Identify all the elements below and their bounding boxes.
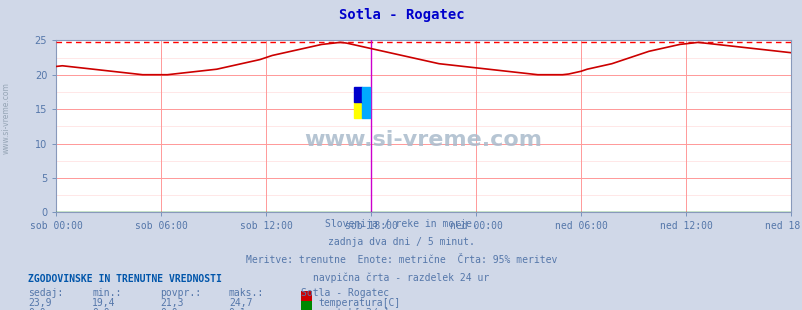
Text: www.si-vreme.com: www.si-vreme.com [304,130,542,150]
Text: 0,0: 0,0 [160,308,178,310]
Text: sedaj:: sedaj: [28,288,63,298]
Bar [362,87,370,102]
Text: 24,7: 24,7 [229,298,252,308]
Text: zadnja dva dni / 5 minut.: zadnja dva dni / 5 minut. [328,237,474,246]
Text: povpr.:: povpr.: [160,288,201,298]
Text: 21,3: 21,3 [160,298,184,308]
Text: ZGODOVINSKE IN TRENUTNE VREDNOSTI: ZGODOVINSKE IN TRENUTNE VREDNOSTI [28,274,221,284]
Text: min.:: min.: [92,288,122,298]
Text: navpična črta - razdelek 24 ur: navpična črta - razdelek 24 ur [313,272,489,283]
Text: maks.:: maks.: [229,288,264,298]
Text: pretok[m3/s]: pretok[m3/s] [318,308,389,310]
Text: temperatura[C]: temperatura[C] [318,298,400,308]
Text: 19,4: 19,4 [92,298,115,308]
Text: Sotla - Rogatec: Sotla - Rogatec [338,8,464,22]
Text: Meritve: trenutne  Enote: metrične  Črta: 95% meritev: Meritve: trenutne Enote: metrične Črta: … [245,255,557,264]
Text: www.si-vreme.com: www.si-vreme.com [2,82,11,154]
Text: 0,1: 0,1 [229,308,246,310]
Bar [354,87,362,102]
Text: Sotla - Rogatec: Sotla - Rogatec [301,288,389,298]
Text: Slovenija / reke in morje.: Slovenija / reke in morje. [325,219,477,228]
Bar [362,102,370,118]
Text: 0,0: 0,0 [28,308,46,310]
Bar [354,102,362,118]
Text: 23,9: 23,9 [28,298,51,308]
Text: 0,0: 0,0 [92,308,110,310]
